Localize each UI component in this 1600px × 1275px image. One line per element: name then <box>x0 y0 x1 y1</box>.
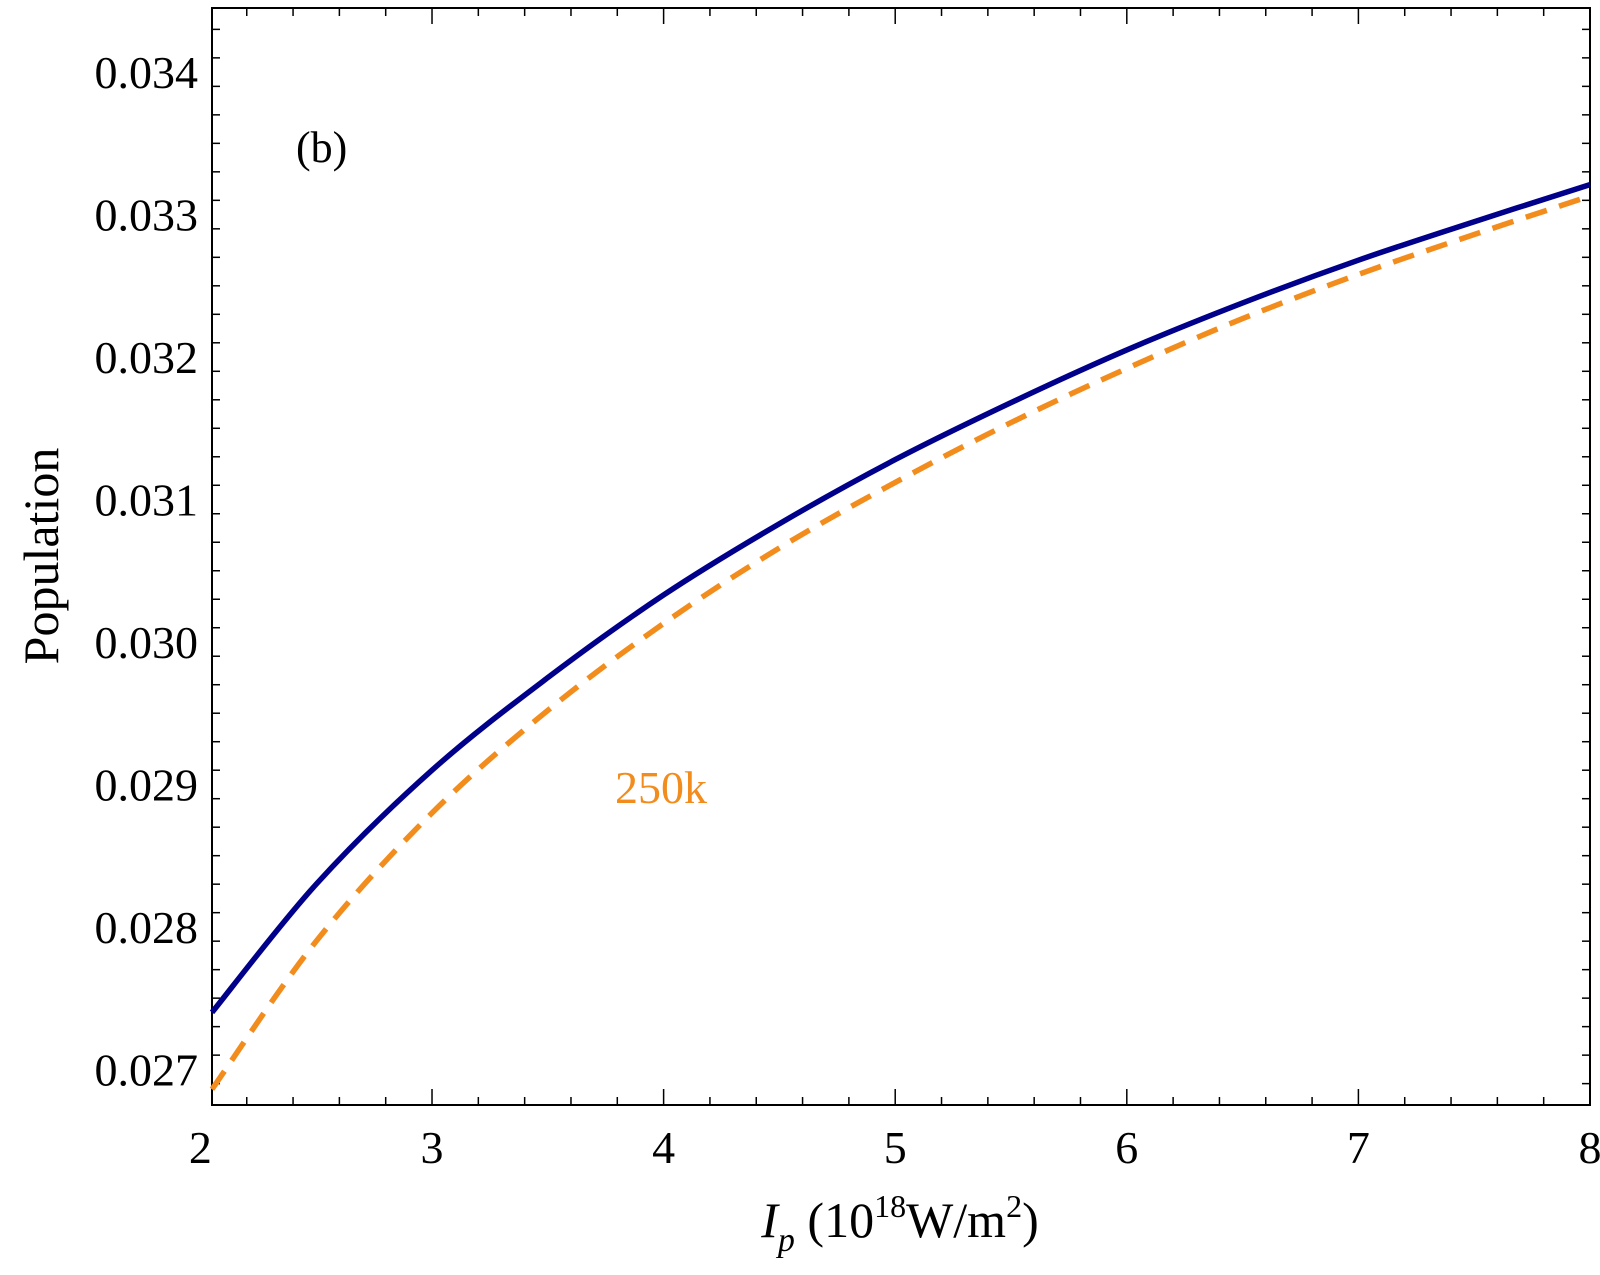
x-tick-label: 3 <box>421 1122 444 1173</box>
x-axis-units-exp: 18 <box>874 1188 906 1224</box>
x-axis-units-close: ) <box>1022 1192 1039 1248</box>
series-layer <box>209 182 1591 1091</box>
y-tick-label: 0.027 <box>95 1044 199 1095</box>
x-tick-label: 6 <box>1115 1122 1138 1173</box>
y-tick-label: 0.030 <box>95 617 199 668</box>
series-line-dashed <box>209 193 1591 1091</box>
y-tick-label: 0.029 <box>95 759 199 810</box>
y-tick-label: 0.028 <box>95 902 199 953</box>
x-axis-units-mid: W/m <box>906 1192 1006 1248</box>
series-line-solid <box>209 182 1591 1015</box>
x-tick-label: 4 <box>652 1122 675 1173</box>
tick-labels: 2 3 4 5 6 7 8 0.027 0.028 0.029 0.030 0.031 0.032 0.0… <box>95 47 1600 1173</box>
x-tick-label: 7 <box>1347 1122 1370 1173</box>
x-tick-label: 5 <box>884 1122 907 1173</box>
y-tick-label: 0.032 <box>95 332 199 383</box>
x-tick-label: 2 <box>189 1122 212 1173</box>
x-axis-title: Ip (1018W/m2) <box>760 1188 1038 1259</box>
y-tick-label: 0.033 <box>95 190 199 241</box>
x-axis-units-exp2: 2 <box>1006 1188 1022 1224</box>
y-tick-label: 0.034 <box>95 47 199 98</box>
y-tick-label: 0.031 <box>95 475 199 526</box>
series-label-250k: 250k <box>615 762 707 813</box>
x-axis-symbol: I <box>760 1192 780 1248</box>
plot-frame <box>211 7 1591 1106</box>
x-axis-units-open: (10 <box>795 1192 874 1248</box>
y-axis-title: Population <box>13 448 69 665</box>
ticks <box>212 8 1591 1105</box>
x-axis-subscript: p <box>776 1222 795 1259</box>
x-tick-label: 8 <box>1579 1122 1600 1173</box>
panel-label: (b) <box>296 123 347 172</box>
